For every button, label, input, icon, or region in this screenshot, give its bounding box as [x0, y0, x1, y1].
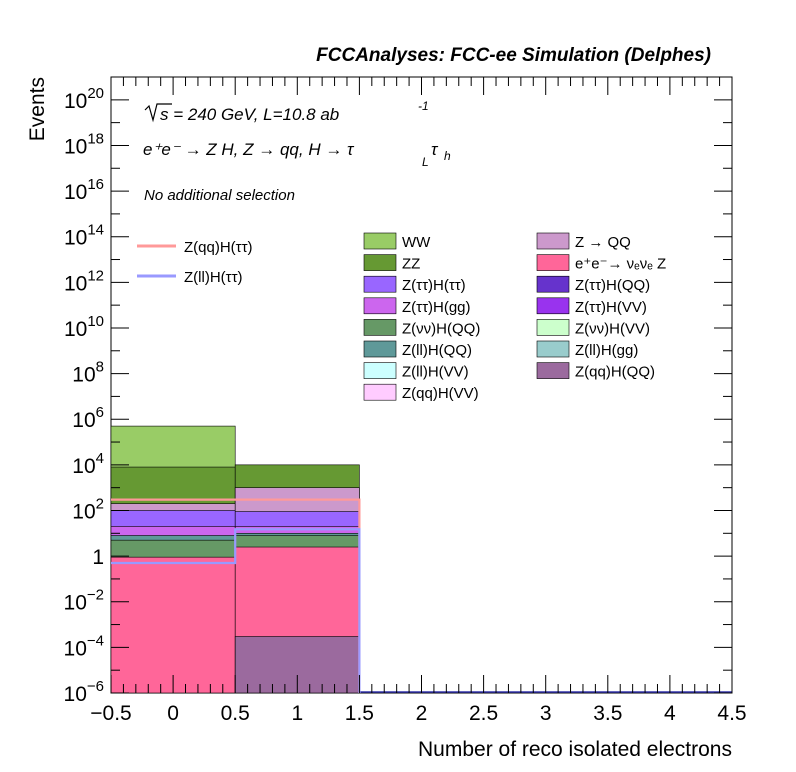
tau-symbol: τ [431, 140, 439, 159]
legend-entry-label: Z(ττ)H(gg) [402, 299, 471, 316]
legend-swatch [363, 383, 397, 401]
legend-entry-label: Z(ττ)H(ττ) [402, 277, 466, 294]
legend-swatch [363, 297, 397, 315]
y-tick-label: 108 [72, 359, 104, 387]
legend-swatch [536, 297, 570, 315]
annotation-process: e⁺e⁻ → Z H, Z → qq, H → τ L τ h [143, 140, 451, 169]
legend-swatch [363, 232, 397, 250]
legend-entry-label: e⁺e⁻→ νₑνₑ Z [575, 256, 666, 273]
y-tick-label: 104 [72, 450, 104, 478]
lumi-exponent: -1 [418, 99, 429, 113]
x-tick-label: 0 [167, 702, 179, 725]
bar-e-e-z-bin0 [110, 556, 236, 694]
y-tick-label: 1020 [64, 85, 104, 113]
y-tick-label: 1018 [64, 130, 104, 158]
x-tick-label: 2 [416, 702, 428, 725]
chart-title: FCCAnalyses: FCC-ee Simulation (Delphes) [316, 45, 711, 66]
legend-entry-label: Z(ττ)H(QQ) [575, 277, 650, 294]
x-tick-label: 1.5 [345, 702, 374, 725]
tau-subscript-l: L [422, 155, 429, 169]
y-tick-label: 1012 [64, 267, 104, 295]
legend-entry-label: Z(ll)H(VV) [402, 364, 469, 381]
overlay-z-ll-h- [111, 528, 361, 693]
legend-entry-label: Z(νν)H(VV) [575, 320, 650, 337]
y-tick-label: 102 [72, 495, 104, 523]
legend-entry-label: Z → QQ [575, 234, 631, 251]
y-tick-label: 1016 [64, 176, 104, 204]
legend: Z(qq)H(ττ) Z(ll)H(ττ) WW ZZ Z(ττ)H(ττ) Z(ττ)H… [137, 232, 666, 402]
x-tick-label: 3.5 [593, 702, 622, 725]
legend-entry-label: ZZ [402, 256, 420, 273]
tau-subscript-h: h [444, 149, 451, 163]
legend-entry-label: Z(qq)H(VV) [402, 385, 479, 402]
y-tick-label: 10−4 [64, 632, 104, 660]
y-tick-label: 1014 [64, 222, 104, 250]
legend-swatch [536, 340, 570, 358]
x-tick-label: 4.5 [717, 702, 746, 725]
legend-entry-label: WW [402, 234, 431, 251]
x-tick-label: 0.5 [221, 702, 250, 725]
legend-swatch [536, 232, 570, 250]
y-axis-label: Events [26, 77, 49, 141]
legend-entry-label: Z(ll)H(gg) [575, 342, 638, 359]
legend-entry-label: Z(ll)H(ττ) [184, 269, 243, 286]
legend-swatch [536, 254, 570, 271]
annotation-selection: No additional selection [144, 187, 295, 204]
legend-swatch [363, 319, 397, 336]
legend-swatch [363, 340, 397, 358]
sqrt-s-text: s = 240 GeV, L=10.8 ab [160, 105, 339, 124]
x-axis-label: Number of reco isolated electrons [418, 738, 732, 761]
legend-swatch [536, 362, 570, 379]
x-tick-label: 1 [291, 702, 303, 725]
y-tick-label: 106 [72, 404, 104, 432]
legend-swatch [536, 319, 570, 336]
x-tick-label: 2.5 [469, 702, 498, 725]
legend-entry-label: Z(ττ)H(VV) [575, 299, 647, 316]
y-tick-label: 10−6 [64, 678, 104, 706]
legend-swatch [536, 275, 570, 293]
x-tick-label: 3 [540, 702, 552, 725]
y-tick-label: 1010 [64, 313, 104, 341]
legend-swatch [363, 275, 397, 293]
legend-swatch [363, 254, 397, 271]
legend-entry-label: Z(qq)H(ττ) [184, 239, 253, 256]
x-tick-label: −0.5 [90, 702, 131, 725]
x-tick-label: 4 [664, 702, 676, 725]
legend-entry-label: Z(νν)H(QQ) [402, 320, 480, 337]
legend-entry-label: Z(qq)H(QQ) [575, 364, 655, 381]
y-tick-label: 1 [92, 546, 104, 569]
legend-entry-label: Z(ll)H(QQ) [402, 342, 472, 359]
process-text: e⁺e⁻ → Z H, Z → qq, H → τ [143, 140, 355, 159]
y-tick-label: 10−2 [64, 587, 104, 615]
annotation-sqrt-s: s = 240 GeV, L=10.8 ab -1 [144, 99, 429, 124]
legend-swatch [363, 362, 397, 379]
